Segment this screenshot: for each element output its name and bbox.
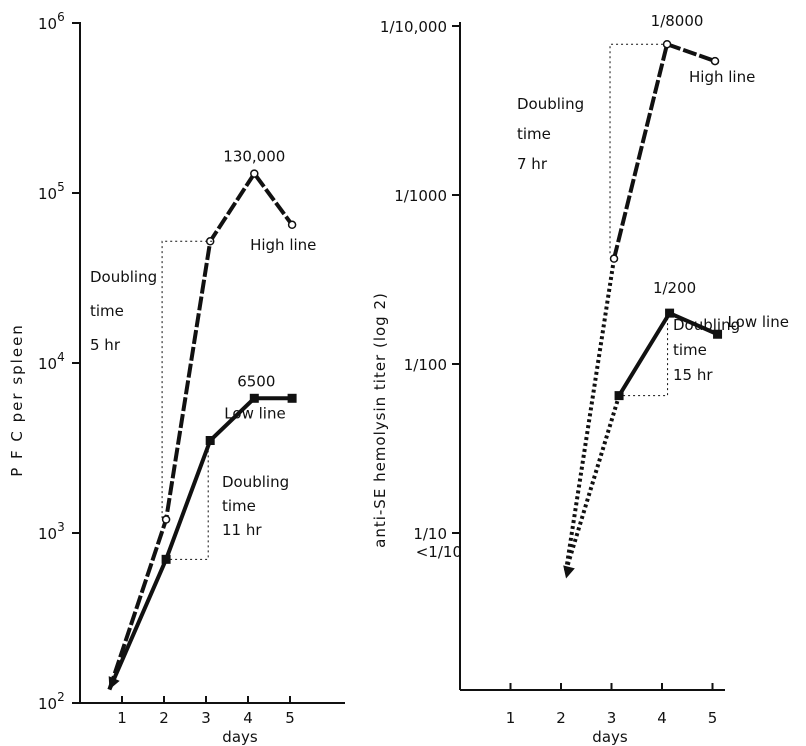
peak-label-high: 1/8000 — [651, 12, 704, 30]
right-y-tick-label: 1/100 — [404, 356, 447, 374]
open-circle-marker — [609, 254, 619, 263]
doubling-time-high-text: Doubling — [90, 268, 157, 286]
filled-square-marker — [161, 554, 171, 564]
left-x-tick-label: 3 — [201, 709, 211, 727]
left-y-tick-label: 102 — [38, 690, 65, 713]
start-value-label: <1/10 — [416, 543, 462, 561]
peak-label-low: 6500 — [237, 372, 275, 390]
open-circle-marker — [287, 220, 297, 230]
doubling-time-high-text: 5 hr — [90, 336, 121, 354]
right-x-tick-label: 3 — [607, 709, 617, 727]
open-circle-marker — [250, 169, 259, 178]
series-label-high: High line — [689, 68, 755, 86]
left-x-axis-label: days — [222, 728, 258, 746]
filled-square-marker — [287, 393, 297, 403]
series-label-low: Low line — [224, 404, 285, 422]
left-x-tick-label: 5 — [285, 709, 295, 727]
left-y-tick-label: 106 — [38, 10, 65, 33]
right-y-tick-label: 1/10,000 — [380, 18, 447, 36]
doubling-time-low-text: 11 hr — [222, 521, 262, 539]
open-circle-marker — [662, 39, 672, 49]
open-circle-marker — [161, 515, 171, 524]
right-x-tick-label: 1 — [506, 709, 516, 727]
doubling-time-low-text: time — [673, 341, 707, 359]
doubling-guide-high — [609, 43, 664, 255]
left-x-tick-label: 2 — [159, 709, 169, 727]
left-y-tick-label: 105 — [38, 180, 65, 203]
low-line-extrapolation — [564, 395, 621, 572]
right-y-tick-label: 1/1000 — [394, 187, 447, 205]
right-x-tick-label: 2 — [556, 709, 566, 727]
right-start-arrow — [563, 565, 575, 579]
left-y-tick-label: 103 — [38, 520, 65, 543]
series-label-high: High line — [250, 236, 316, 254]
doubling-guide-low — [623, 317, 669, 397]
right-y-axis-label: anti-SE hemolysin titer (log 2) — [371, 292, 389, 548]
right-x-axis-label: days — [592, 728, 628, 746]
doubling-time-high-text: 7 hr — [517, 155, 548, 173]
left-panel: 102 103 104 105 106 1 2 3 4 5 days P F C per sple… — [8, 10, 345, 746]
series-label-low: Low line — [728, 313, 789, 331]
filled-square-marker — [205, 436, 215, 446]
left-start-arrow — [108, 676, 120, 690]
doubling-time-high-text: time — [517, 125, 551, 143]
doubling-time-low-text: 15 hr — [673, 366, 713, 384]
filled-square-marker — [713, 329, 723, 339]
open-circle-marker — [710, 56, 720, 66]
doubling-time-high-text: Doubling — [517, 95, 584, 113]
peak-label-high: 130,000 — [223, 148, 285, 166]
doubling-guide-high — [161, 240, 213, 520]
doubling-time-low-text: Doubling — [673, 316, 740, 334]
left-x-tick-label: 4 — [243, 709, 253, 727]
right-x-tick-label: 4 — [657, 709, 667, 727]
left-x-tick-label: 1 — [117, 709, 127, 727]
left-y-tick-label: 104 — [38, 350, 65, 373]
peak-label-low: 1/200 — [653, 279, 696, 297]
filled-square-marker — [249, 393, 259, 403]
right-panel: 1/10 1/100 1/1000 1/10,000 1 2 3 4 5 days anti-S… — [371, 12, 789, 746]
high-line-extrapolation — [564, 258, 617, 571]
low-line-series — [107, 396, 293, 691]
doubling-time-high-text: time — [90, 302, 124, 320]
high-line-series — [612, 41, 716, 260]
right-x-tick-label: 5 — [708, 709, 718, 727]
filled-square-marker — [665, 308, 675, 318]
left-y-axis-label: P F C per spleen — [8, 323, 26, 477]
doubling-time-low-text: Doubling — [222, 473, 289, 491]
right-y-tick-label: 1/10 — [413, 525, 447, 543]
doubling-time-low-text: time — [222, 497, 256, 515]
filled-square-marker — [614, 391, 624, 401]
